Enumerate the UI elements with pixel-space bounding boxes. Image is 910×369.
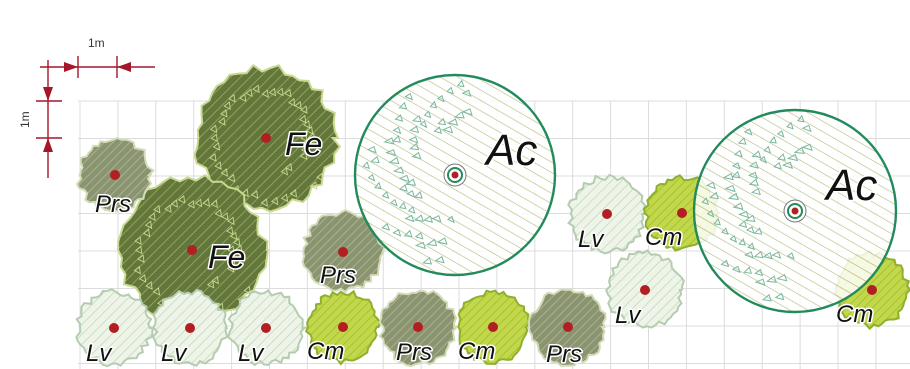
plant-code-label: Lv <box>578 226 605 253</box>
plant-center-marker <box>791 207 799 215</box>
shrub-lv-symbol: Lv <box>567 173 648 255</box>
plant-center-marker <box>110 170 120 180</box>
plant-center-marker <box>185 323 195 333</box>
plant-center-marker <box>602 209 612 219</box>
plant-center-marker <box>867 285 877 295</box>
plant-code-label: Prs <box>546 341 582 368</box>
tree-fe-symbol: Fe <box>117 173 270 328</box>
plant-code-label: Cm <box>458 338 495 365</box>
plant-center-marker <box>563 322 573 332</box>
plant-code-label: Ac <box>823 161 877 210</box>
plant-code-label: Lv <box>238 340 265 367</box>
tree-ac-symbol: Ac <box>692 108 898 314</box>
plant-code-label: Cm <box>645 224 682 251</box>
shrub-lv-symbol: Lv <box>151 288 229 369</box>
tree-ac-symbol: Ac <box>353 73 557 277</box>
plant-center-marker <box>640 285 650 295</box>
shrub-lv-symbol: Lv <box>605 249 686 331</box>
plant-code-label: Cm <box>836 301 873 328</box>
plant-center-marker <box>338 247 348 257</box>
plant-code-label: Ac <box>483 126 537 175</box>
plant-code-label: Fe <box>285 126 322 162</box>
scale-horizontal: 1m <box>40 36 155 78</box>
shrub-cm-symbol: Cm <box>457 289 531 367</box>
scale-vertical: 1m <box>18 60 62 178</box>
plant-center-marker <box>261 133 271 143</box>
plant-center-marker <box>488 322 498 332</box>
shrub-lv-symbol: Lv <box>75 288 154 369</box>
plant-code-label: Lv <box>86 340 113 367</box>
shrub-cm-symbol: Cm <box>304 289 382 367</box>
plant-center-marker <box>338 322 348 332</box>
plant-code-label: Fe <box>208 239 245 275</box>
shrub-prs-symbol: Prs <box>75 136 155 220</box>
plant-code-label: Prs <box>320 262 356 289</box>
shrub-prs-symbol: Prs <box>527 288 607 369</box>
plant-center-marker <box>677 208 687 218</box>
plants-layer: Fe Fe Prs Lv Lv Lv Prs Cm Prs Cm Prs Lv Cm Lv Cm Ac Ac <box>75 63 910 369</box>
plant-code-label: Cm <box>307 338 344 365</box>
scale-horizontal-label: 1m <box>88 36 105 50</box>
plant-center-marker <box>109 323 119 333</box>
plant-center-marker <box>187 245 197 255</box>
shrub-prs-symbol: Prs <box>378 289 460 368</box>
tree-fe-symbol: Fe <box>193 63 342 213</box>
plant-center-marker <box>451 171 459 179</box>
shrub-lv-symbol: Lv <box>227 289 307 369</box>
plant-center-marker <box>413 322 423 332</box>
plant-code-label: Lv <box>161 340 188 367</box>
plant-code-label: Prs <box>95 191 131 218</box>
plant-code-label: Lv <box>615 302 642 329</box>
shrub-prs-symbol: Prs <box>301 208 386 293</box>
plant-center-marker <box>261 323 271 333</box>
scale-vertical-label: 1m <box>18 111 32 128</box>
plant-code-label: Prs <box>396 339 432 366</box>
